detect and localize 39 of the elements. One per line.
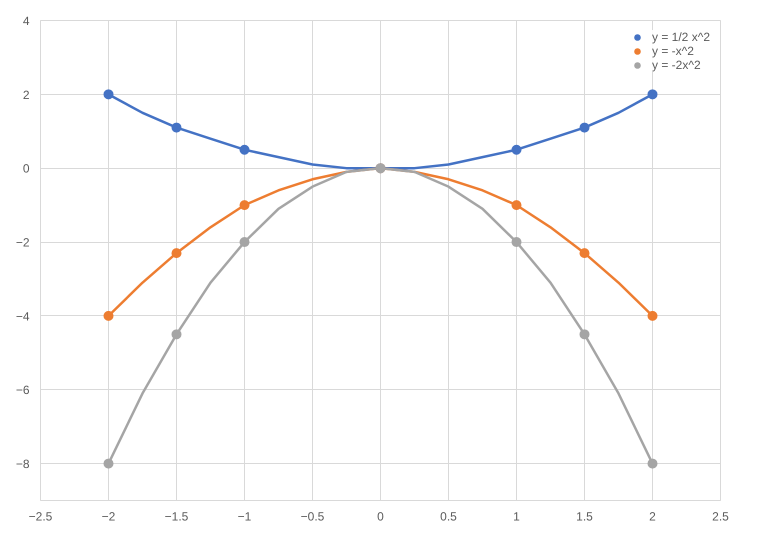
- point: [648, 458, 658, 469]
- point: [512, 237, 522, 248]
- y-tick-label: −8: [16, 457, 30, 472]
- y-tick-label: 4: [22, 14, 30, 28]
- x-tick-label: −1.5: [164, 510, 189, 524]
- x-tick-label: 1: [513, 510, 520, 524]
- point: [240, 200, 250, 210]
- y-tick-label: −4: [16, 309, 30, 324]
- point: [240, 144, 250, 155]
- x-tick-label: 1.5: [576, 510, 594, 524]
- legend-label: y = -x^2: [652, 44, 694, 58]
- x-tick-label: 0: [377, 510, 384, 524]
- point: [580, 122, 590, 133]
- point: [240, 237, 250, 248]
- x-tick-label: −1: [238, 510, 252, 524]
- point: [512, 200, 522, 210]
- point: [172, 329, 182, 340]
- point: [512, 144, 522, 155]
- point: [172, 248, 182, 258]
- point: [580, 248, 590, 258]
- y-tick-label: 2: [22, 88, 30, 102]
- y-tick-label: −2: [16, 236, 30, 250]
- legend-label: y = -2x^2: [652, 58, 701, 72]
- x-tick-label: −0.5: [300, 510, 325, 524]
- point: [104, 458, 114, 469]
- x-tick-label: 2.5: [712, 510, 730, 524]
- x-tick-label: 0.5: [440, 510, 458, 524]
- x-tick-label: −2: [102, 510, 116, 524]
- y-tick-label: 0: [22, 162, 30, 176]
- point: [104, 89, 114, 100]
- point: [172, 122, 182, 133]
- y-tick-label: −6: [16, 383, 30, 398]
- point: [648, 89, 658, 100]
- x-tick-label: 2: [649, 510, 656, 524]
- legend-label: y = 1/2 x^2: [652, 30, 710, 44]
- point: [648, 310, 658, 321]
- point: [104, 310, 114, 321]
- x-tick-label: −2.5: [28, 510, 53, 524]
- point: [580, 329, 590, 340]
